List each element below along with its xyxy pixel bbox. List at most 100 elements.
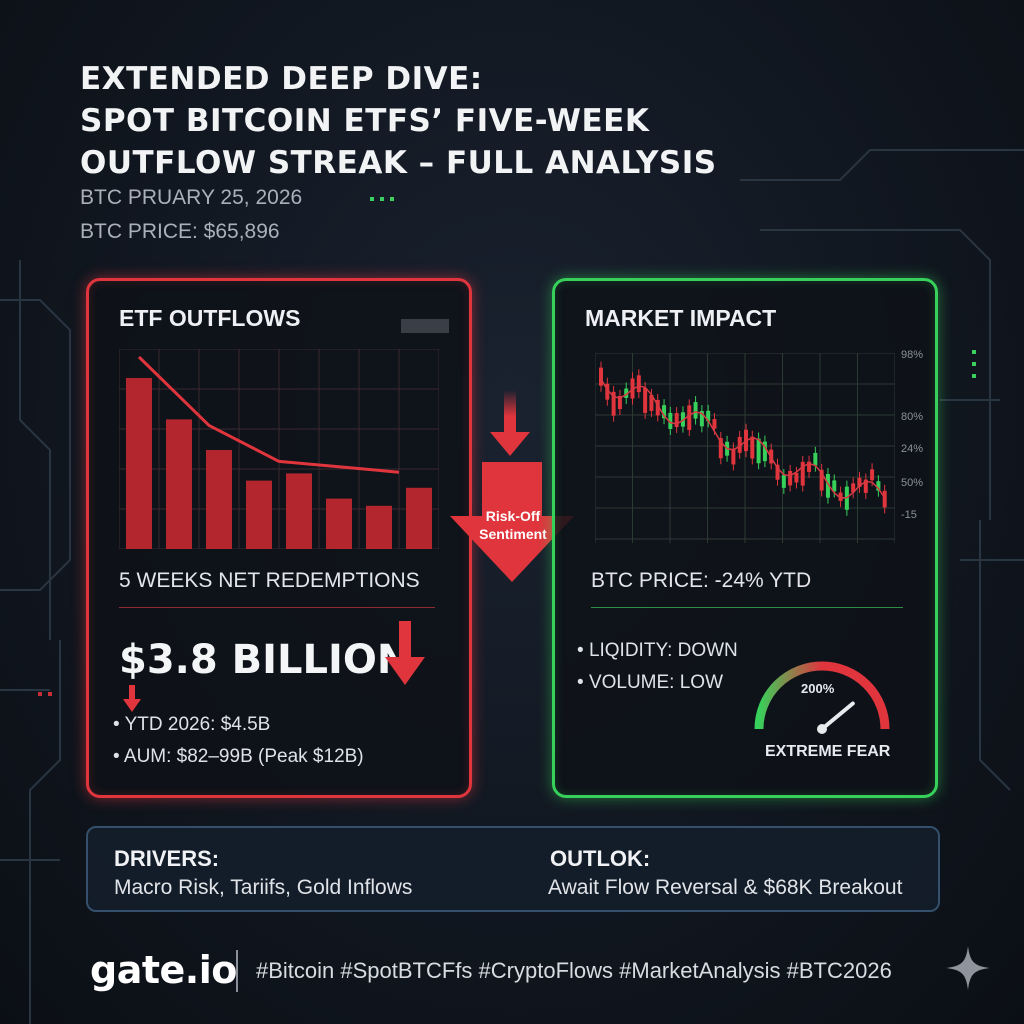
moving-average-line [600, 378, 886, 499]
candle [870, 469, 875, 481]
outflow-bar [126, 378, 152, 549]
candle [832, 480, 837, 492]
etf-panel-title: ETF OUTFLOWS [119, 305, 301, 331]
outflow-bar [166, 419, 192, 549]
etf-bullets: YTD 2026: $4.5B AUM: $82–99B (Peak $12B) [113, 709, 364, 773]
etf-bar-chart [119, 349, 439, 549]
title-line-1: EXTENDED DEEP DIVE: [80, 61, 483, 97]
drivers-outlook-bar: DRIVERS: Macro Risk, Tariifs, Gold Inflo… [86, 826, 940, 912]
candle [624, 388, 629, 398]
candle [712, 419, 717, 429]
date-line: BTC PRUARY 25, 2026 [80, 186, 303, 209]
candle [674, 413, 679, 428]
candlestick-chart [595, 353, 895, 543]
gauge-label: EXTREME FEAR [765, 743, 891, 760]
candle [605, 383, 610, 400]
risk-off-line-1: Risk-Off [485, 508, 541, 524]
candle [655, 399, 660, 416]
drivers-title: DRIVERS: [114, 846, 220, 871]
candle [819, 469, 824, 491]
outlook-text: Await Flow Reversal & $68K Breakout [548, 876, 903, 899]
candle [813, 452, 818, 466]
market-divider [591, 607, 903, 608]
down-arrow-icon [123, 685, 141, 712]
etf-bullet-ytd: YTD 2026: $4.5B [113, 709, 364, 741]
fear-gauge [754, 661, 890, 734]
gauge-needle [820, 701, 855, 731]
drivers-text: Macro Risk, Tariifs, Gold Inflows [114, 876, 413, 899]
candle [825, 474, 830, 498]
candle [643, 388, 648, 413]
candle [699, 411, 704, 427]
candle [863, 479, 868, 493]
outflow-bar [246, 480, 272, 549]
trend-line [137, 355, 400, 474]
candle [636, 375, 641, 393]
y-tick: -15 [901, 509, 917, 521]
candle [788, 470, 793, 486]
y-tick: 24% [901, 443, 924, 455]
candle [599, 367, 603, 386]
market-impact-panel: MARKET IMPACT 98% 80% 24% 50% -15 BTC PR… [552, 278, 938, 798]
outlook-title: OUTLOK: [550, 846, 651, 871]
candle [617, 395, 622, 410]
candle [706, 410, 711, 422]
risk-off-label: Risk-Off Sentiment [468, 507, 558, 543]
candle [857, 477, 862, 487]
candle [762, 441, 767, 462]
candle [838, 492, 843, 501]
footer-separator [236, 950, 238, 992]
candle [718, 437, 723, 459]
risk-off-arrow [450, 462, 574, 582]
candle [662, 405, 667, 419]
candle [794, 472, 799, 483]
candle [687, 405, 692, 431]
market-bullet-volume: VOLUME: LOW [577, 667, 738, 699]
candle [731, 448, 736, 465]
y-tick: 98% [901, 349, 924, 361]
down-arrow-icon [490, 390, 530, 456]
down-arrow-icon [385, 621, 425, 685]
outflow-bar [406, 487, 432, 549]
market-panel-title: MARKET IMPACT [585, 305, 777, 331]
title-line-2: SPOT BITCOIN ETFS’ FIVE-WEEK [80, 103, 650, 139]
candle [800, 461, 805, 486]
outflow-bar [286, 473, 312, 549]
candle [756, 438, 761, 464]
candle [775, 464, 780, 480]
candle [611, 391, 616, 416]
etf-outflows-panel: ETF OUTFLOWS 5 WEEKS NET REDEMPTIONS $3.… [86, 278, 472, 798]
market-caption: BTC PRICE: -24% YTD [591, 569, 812, 592]
y-tick: 80% [901, 411, 924, 423]
sparkle-icon [946, 946, 990, 990]
candle [750, 436, 755, 459]
etf-caption: 5 WEEKS NET REDEMPTIONS [119, 569, 420, 592]
candle [882, 490, 887, 508]
candle [851, 483, 856, 493]
hashtags: #Bitcoin #SpotBTCFfs #CryptoFlows #Marke… [256, 958, 892, 983]
title-line-3: OUTFLOW STREAK – FULL ANALYSIS [80, 145, 717, 181]
candle [737, 436, 742, 453]
panel-tag [401, 319, 449, 333]
etf-divider [119, 607, 435, 608]
page-title: EXTENDED DEEP DIVE: SPOT BITCOIN ETFS’ F… [80, 58, 720, 184]
candle [807, 461, 812, 472]
candle [693, 402, 698, 419]
candle [876, 481, 881, 491]
market-bullets: LIQIDITY: DOWN VOLUME: LOW [577, 635, 738, 699]
etf-bullet-aum: AUM: $82–99B (Peak $12B) [113, 741, 364, 773]
gate-io-logo: gate.io [90, 948, 237, 992]
candle [781, 475, 786, 488]
outflow-bar [366, 505, 392, 549]
price-line: BTC PRICE: $65,896 [80, 220, 280, 243]
outflow-bar [326, 498, 352, 549]
market-bullet-liquidity: LIQIDITY: DOWN [577, 635, 738, 667]
risk-off-line-2: Sentiment [479, 526, 547, 542]
y-tick: 50% [901, 477, 924, 489]
gauge-value: 200% [801, 681, 835, 696]
outflow-bar [206, 450, 232, 549]
candle [668, 412, 673, 429]
etf-total: $3.8 BILLION [119, 637, 411, 683]
candle [649, 394, 654, 411]
